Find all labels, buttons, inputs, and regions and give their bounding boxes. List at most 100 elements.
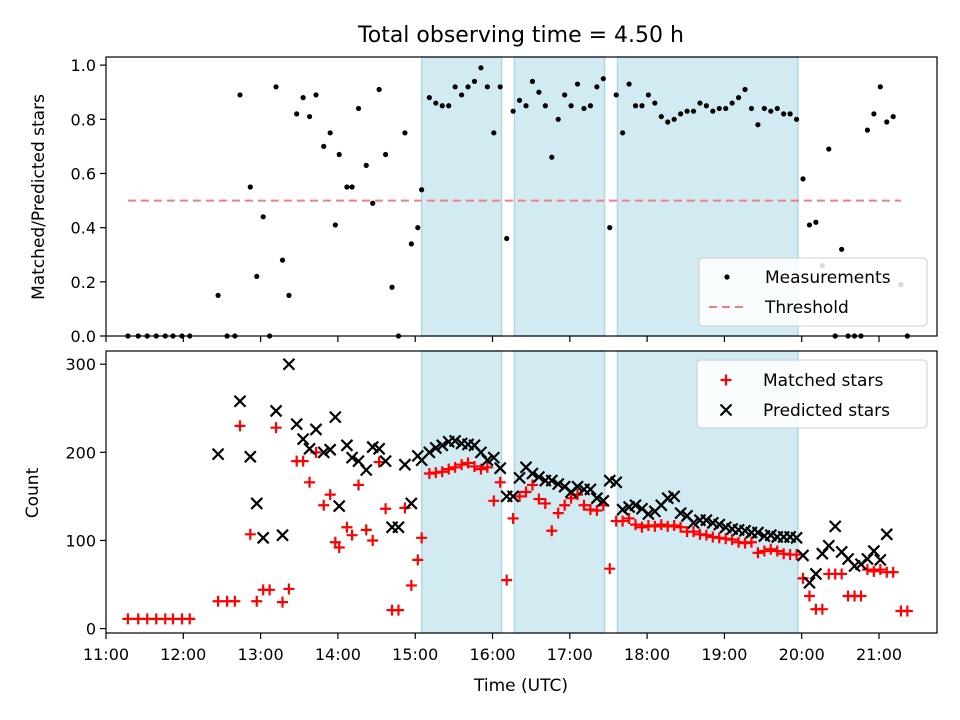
measurement-point: [716, 105, 722, 112]
top-observing-window: [513, 56, 606, 337]
matched-star-point: [360, 524, 372, 536]
measurement-point: [620, 130, 626, 136]
matched-star-point: [481, 461, 493, 473]
top-y-axis-label: Matched/Predicted stars: [29, 94, 49, 300]
measurement-point: [600, 76, 606, 82]
measurement-point: [581, 105, 587, 112]
predicted-star-point: [405, 497, 418, 510]
measurement-point: [363, 162, 369, 168]
measurement-point: [458, 92, 465, 98]
predicted-star-point: [597, 494, 610, 508]
top-y-tick-label: 0.6: [71, 164, 96, 183]
matched-star-point: [244, 528, 256, 540]
predicted-star-point: [323, 443, 337, 456]
predicted-star-point: [674, 506, 687, 520]
bottom-y-tick-label: 200: [65, 443, 96, 462]
predicted-star-point: [340, 439, 354, 452]
measurement-point: [884, 119, 890, 125]
matched-star-point: [318, 499, 330, 511]
matched-star-point: [507, 512, 519, 524]
measurement-point: [806, 222, 813, 228]
measurement-point: [446, 103, 452, 109]
matched-star-point: [456, 459, 468, 471]
predicted-star-point: [551, 477, 565, 491]
matched-star-point: [687, 526, 699, 538]
measurement-point: [658, 113, 664, 120]
matched-star-point: [468, 460, 480, 472]
matched-star-point: [283, 583, 295, 595]
measurement-point: [723, 105, 729, 112]
measurement-point: [237, 92, 243, 98]
matched-star-point: [533, 493, 545, 505]
matched-star-point: [270, 422, 282, 434]
matched-star-point: [578, 499, 590, 511]
predicted-star-point: [874, 553, 887, 567]
measurement-point: [839, 246, 845, 252]
measurement-point: [549, 154, 555, 160]
legend-measurement-marker: [724, 274, 730, 280]
matched-star-point: [539, 497, 551, 509]
measurement-point: [452, 84, 458, 90]
bottom-x-tick-label: 16:00: [469, 645, 515, 664]
measurement-point: [516, 97, 523, 103]
top-y-tick-label: 0.0: [71, 327, 96, 346]
bottom-x-tick-label: 21:00: [856, 645, 902, 664]
predicted-star-point: [571, 480, 584, 493]
measurement-point: [813, 219, 819, 225]
measurement-point: [279, 257, 286, 263]
measurement-point: [402, 130, 408, 136]
predicted-star-point: [329, 410, 342, 424]
matched-star-point: [655, 519, 667, 531]
matched-star-point: [333, 542, 345, 554]
predicted-star-point: [532, 470, 546, 484]
matched-star-point: [251, 595, 263, 607]
figure-title: Total observing time = 4.50 h: [357, 23, 684, 48]
measurement-point: [626, 81, 632, 87]
measurement-point: [864, 127, 871, 133]
matched-star-point: [304, 476, 316, 488]
measurement-point: [478, 65, 484, 71]
predicted-star-point: [398, 458, 412, 471]
measurement-point: [697, 100, 703, 106]
matched-star-point: [416, 532, 428, 544]
measurement-point: [408, 241, 414, 247]
measurement-point: [639, 103, 645, 109]
legend-threshold-label: Threshold: [764, 298, 849, 318]
predicted-star-point: [526, 467, 539, 480]
matched-star-point: [346, 529, 358, 541]
matched-star-point: [700, 529, 712, 541]
measurement-point: [439, 103, 445, 109]
predicted-star-point: [584, 483, 597, 496]
matched-star-point: [765, 543, 777, 555]
predicted-star-point: [616, 503, 629, 516]
measurement-point: [787, 111, 793, 117]
measurement-point: [419, 187, 425, 193]
predicted-star-point: [423, 446, 436, 459]
measurement-point: [877, 84, 883, 90]
measurement-point: [433, 100, 439, 106]
measurement-point: [562, 92, 568, 98]
matched-star-point: [546, 525, 558, 537]
bottom-plot-frame: [105, 350, 938, 634]
measurement-point: [594, 84, 600, 90]
bottom-x-tick-label: 18:00: [624, 645, 670, 664]
measurement-point: [768, 108, 774, 114]
matched-star-point: [675, 521, 687, 533]
matched-star-point: [494, 476, 506, 488]
matched-star-point: [816, 603, 828, 615]
measurement-point: [484, 84, 490, 90]
measurement-point: [510, 108, 516, 114]
predicted-star-point: [700, 513, 713, 527]
measurement-point: [247, 184, 253, 190]
predicted-star-point: [317, 446, 331, 459]
matched-star-point: [122, 613, 134, 625]
measurement-point: [254, 273, 260, 280]
matched-star-point: [861, 564, 873, 576]
bottom-y-tick-label: 100: [65, 531, 96, 550]
measurement-point: [748, 105, 755, 112]
measurement-point: [536, 89, 542, 95]
top-plot-frame: [105, 56, 938, 337]
top-plot-area: 0.0 0.2 0.4 0.6 0.8 1.0 Measurements Threshold: [71, 56, 938, 346]
bottom-x-tick-label: 12:00: [160, 645, 206, 664]
predicted-star-point: [372, 442, 386, 456]
